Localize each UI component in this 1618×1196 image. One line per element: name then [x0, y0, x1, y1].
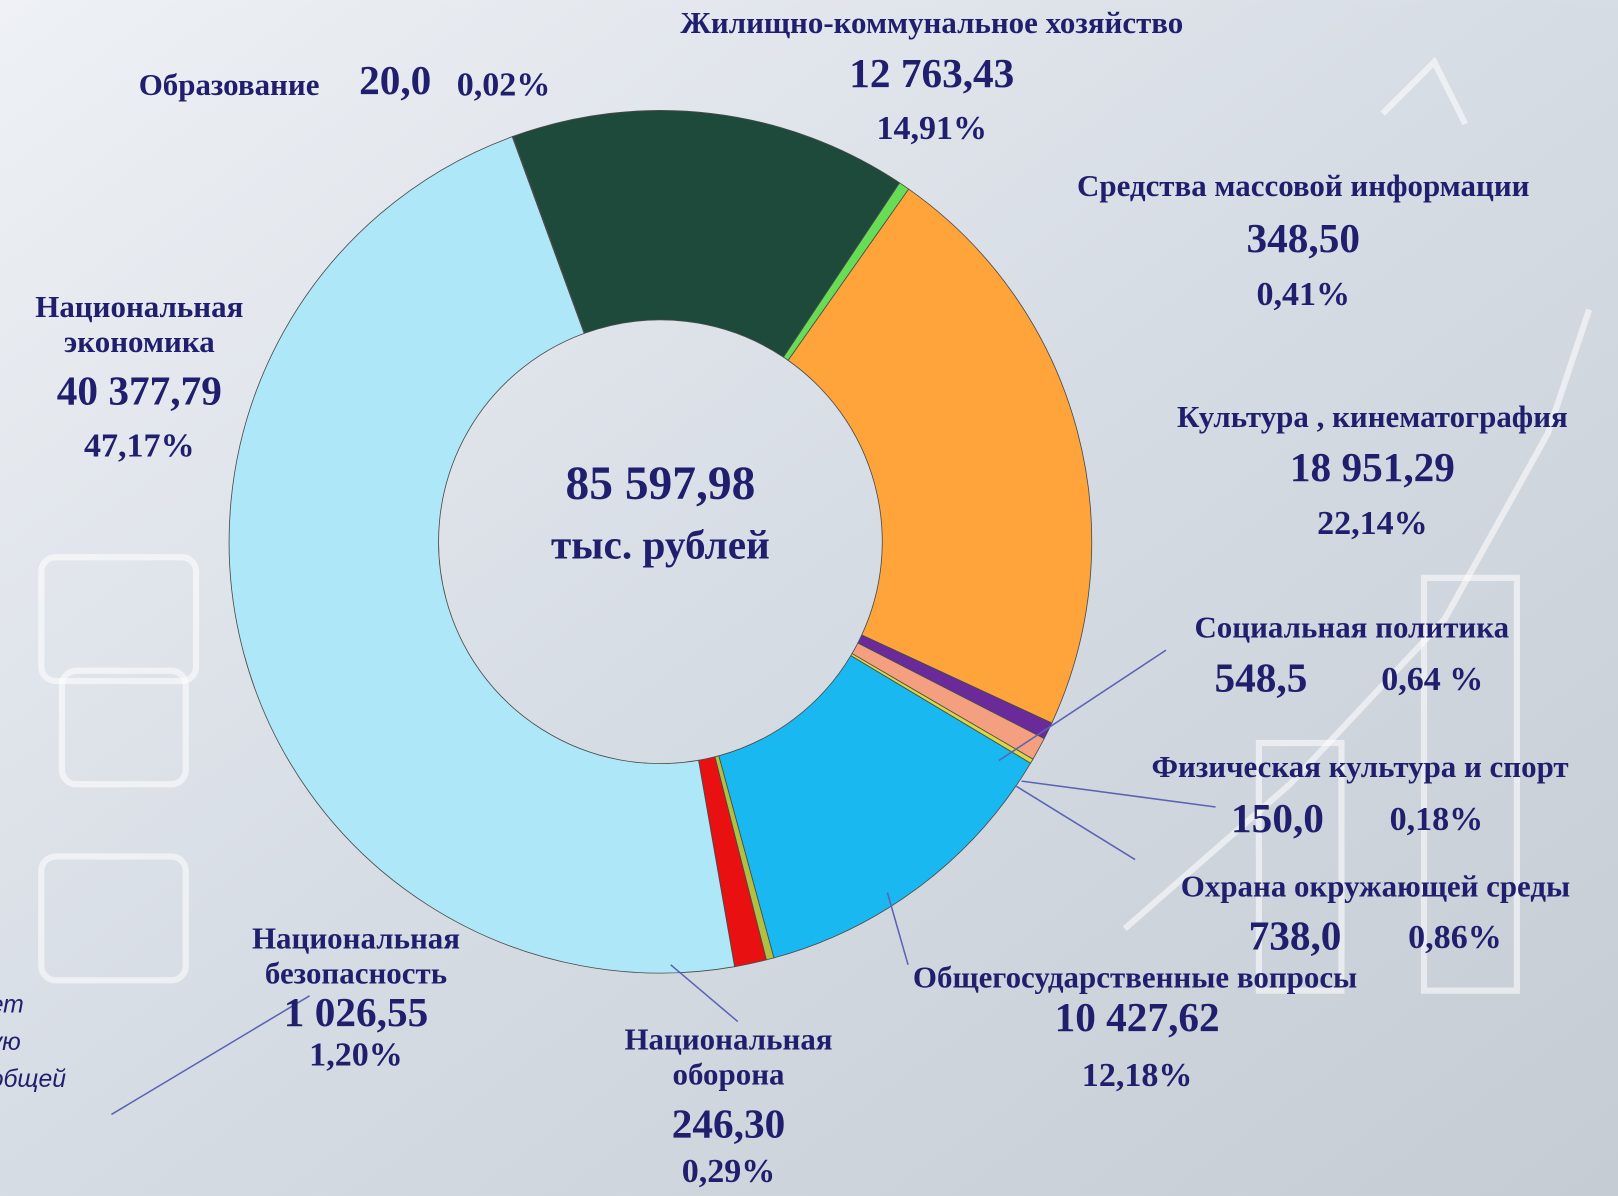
value-label: 10 427,62 — [1055, 994, 1220, 1040]
category-label: Образование — [139, 67, 320, 102]
category-label: Охрана окружающей среды — [1181, 869, 1570, 904]
percent-label: 0,18% — [1390, 801, 1484, 838]
percent-label: 0,02% — [457, 67, 551, 104]
percent-label: 0,29% — [682, 1153, 776, 1190]
percent-label: 1,20% — [309, 1037, 403, 1074]
background-text: ую — [0, 1029, 21, 1056]
percent-label: 22,14% — [1317, 505, 1428, 542]
category-label: Социальная политика — [1194, 610, 1509, 645]
value-label: 12 763,43 — [849, 50, 1014, 96]
category-label: Общегосударственные вопросы — [913, 959, 1357, 994]
category-label: Культура , кинематография — [1177, 399, 1568, 434]
value-label: 548,5 — [1215, 655, 1308, 701]
category-label: Средства массовой информации — [1077, 168, 1530, 203]
category-label: Национальная безопасность — [222, 921, 490, 995]
percent-label: 0,64 % — [1381, 661, 1483, 698]
value-label: 246,30 — [672, 1100, 785, 1146]
category-label: Жилищно-коммунальное хозяйство — [680, 5, 1183, 40]
background-text: общей — [0, 1066, 66, 1093]
percent-label: 0,41% — [1256, 276, 1350, 313]
value-label: 1 026,55 — [284, 989, 428, 1035]
category-label: Физическая культура и спорт — [1151, 749, 1568, 784]
percent-label: 47,17% — [84, 428, 195, 465]
value-label: 40 377,79 — [57, 368, 222, 414]
percent-label: 12,18% — [1082, 1057, 1193, 1094]
unit: тыс. рублей — [551, 521, 770, 567]
chart: 85 597,98 тыс. рублей ет ую общей Жилищн… — [0, 0, 1618, 1196]
category-label: Национальная оборона — [594, 1023, 862, 1093]
category-label: Национальная экономика — [5, 290, 273, 360]
percent-label: 14,91% — [876, 110, 987, 147]
value-label: 18 951,29 — [1290, 444, 1455, 490]
value-label: 738,0 — [1249, 913, 1342, 959]
value-label: 20,0 — [359, 57, 431, 103]
category-label: Национальная оборона — [594, 1023, 862, 1097]
total: 85 597,98 — [566, 458, 756, 510]
background-text: ет — [0, 992, 24, 1019]
percent-label: 0,86% — [1408, 919, 1502, 956]
value-label: 348,50 — [1247, 215, 1360, 261]
value-label: 150,0 — [1231, 795, 1324, 841]
category-label: Национальная безопасность — [222, 921, 490, 991]
category-label: Национальная экономика — [5, 290, 273, 364]
